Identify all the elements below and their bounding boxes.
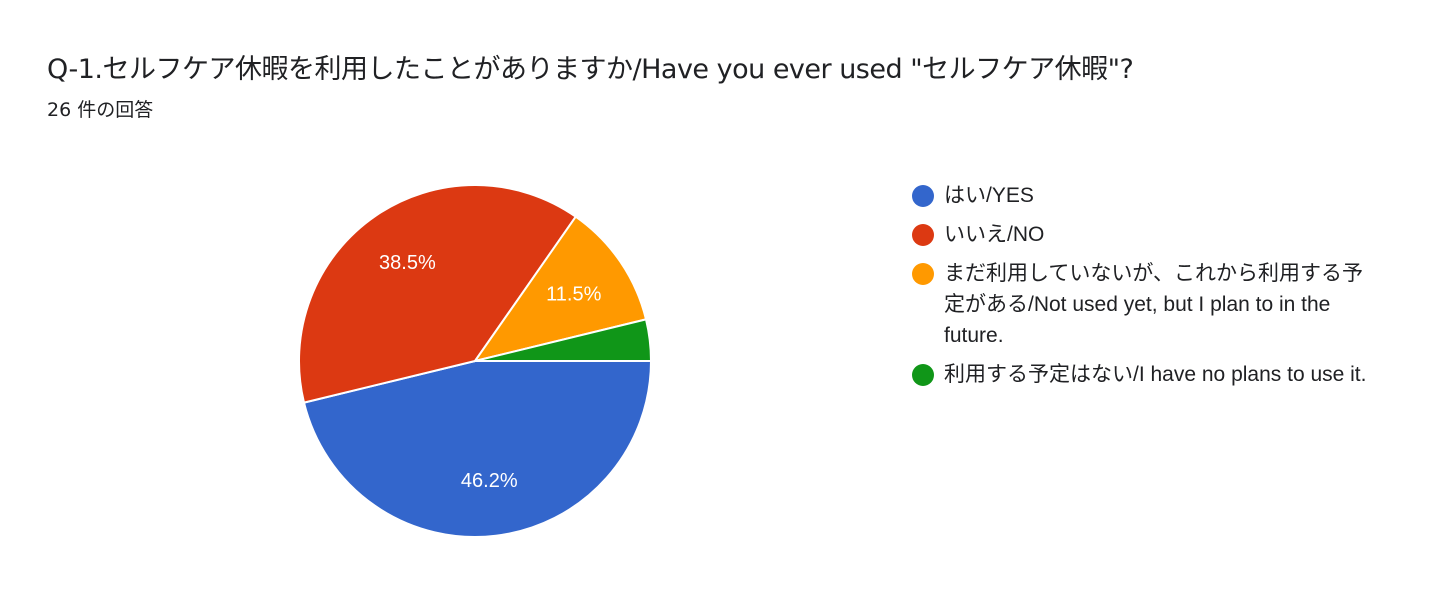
pie-slice-3: [472, 215, 648, 363]
legend-item-3: まだ利用していないが、これから利用する予定がある/Not used yet, b…: [912, 258, 1372, 351]
legend-dot: [912, 263, 934, 285]
pie-slice-4: [474, 318, 653, 362]
legend-item-4: 利用する予定はない/I have no plans to use it.: [912, 359, 1372, 390]
chart-legend: はい/YES いいえ/NO まだ利用していないが、これから利用する予定がある/Not…: [912, 180, 1372, 398]
pie-slice-2: [298, 184, 578, 404]
legend-dot: [912, 364, 934, 386]
legend-dot: [912, 185, 934, 207]
response-count: 26 件の回答: [47, 99, 154, 121]
legend-dot: [912, 224, 934, 246]
slice-label-3: 11.5%: [546, 283, 601, 305]
chart-title: Q-1.セルフケア休暇を利用したことがありますか/Have you ever u…: [47, 54, 1134, 85]
slice-label-2: 38.5%: [379, 252, 436, 274]
slice-label-1: 46.2%: [461, 470, 518, 492]
pie-chart: 46.2% 38.5% 11.5%: [290, 176, 660, 546]
legend-label: はい/YES: [944, 184, 1034, 207]
pie-slice-1: [302, 360, 653, 538]
legend-label: 利用する予定はない/I have no plans to use it.: [944, 363, 1367, 386]
legend-item-2: いいえ/NO: [912, 219, 1372, 250]
legend-label: いいえ/NO: [944, 223, 1045, 246]
legend-item-1: はい/YES: [912, 180, 1372, 211]
legend-label: まだ利用していないが、これから利用する予定がある/Not used yet, b…: [944, 262, 1363, 347]
